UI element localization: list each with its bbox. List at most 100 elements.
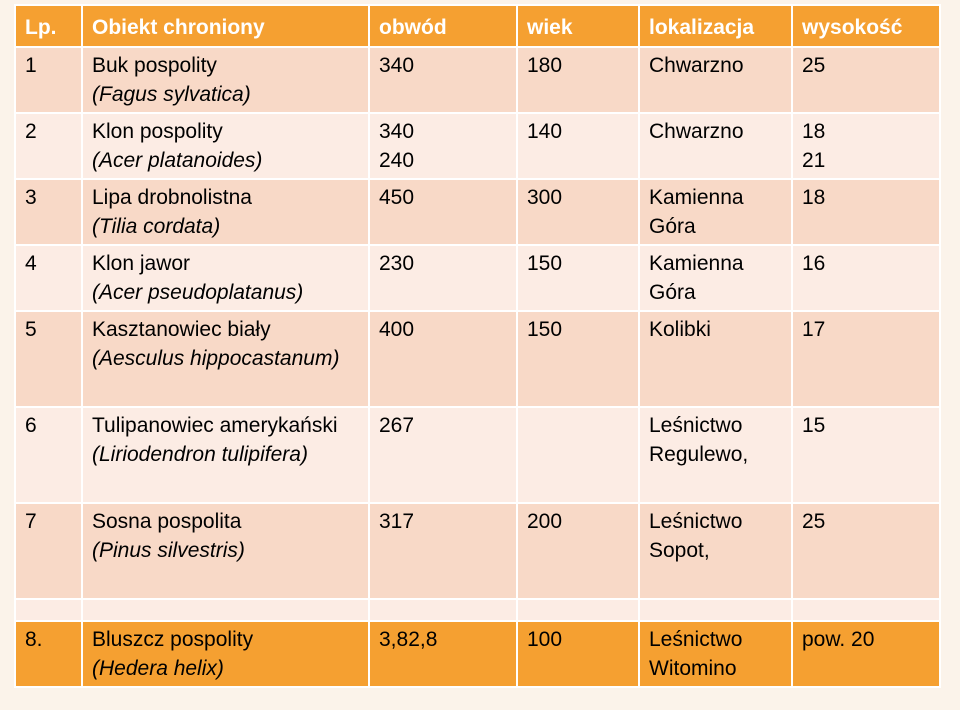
spacer-cell (516, 598, 640, 622)
cell-lp: 7 (14, 502, 83, 600)
spacer-cell (368, 598, 518, 622)
cell-lokalizacja: Kamienna Góra (638, 178, 793, 246)
table-row: 8. Bluszcz pospolity (Hedera helix) 3,82,8 1… (14, 620, 941, 688)
monuments-table: Lp. Obiekt chroniony obwód wiek lokaliza… (14, 4, 941, 688)
cell-wysokosc-line: pow. 20 (802, 628, 875, 651)
cell-wiek: 140 (516, 112, 640, 180)
table-header-row: Lp. Obiekt chroniony obwód wiek lokaliza… (14, 4, 941, 48)
cell-lokalizacja-line: Góra (649, 215, 696, 238)
cell-lokalizacja-line: Kolibki (649, 318, 711, 341)
cell-lokalizacja-line: Leśnictwo (649, 510, 743, 533)
cell-obiekt: Lipa drobnolistna (Tilia cordata) (81, 178, 370, 246)
spacer-cell (638, 598, 793, 622)
cell-wysokosc: 25 (791, 502, 941, 600)
species-latin: (Liriodendron tulipifera) (92, 443, 308, 466)
species-name: Sosna pospolita (92, 510, 242, 533)
cell-lp: 3 (14, 178, 83, 246)
cell-obwod-line: 240 (379, 149, 415, 172)
cell-lokalizacja-line: Regulewo, (649, 443, 749, 466)
cell-lokalizacja-line: Leśnictwo (649, 628, 743, 651)
cell-wiek: 200 (516, 502, 640, 600)
cell-lokalizacja: Chwarzno (638, 112, 793, 180)
cell-wysokosc-line: 17 (802, 318, 826, 341)
table-row: 4 Klon jawor (Acer pseudoplatanus) 230 150 Ka… (14, 244, 941, 312)
table-row: 6 Tulipanowiec amerykański (Liriodendron t… (14, 406, 941, 504)
cell-wysokosc-line: 15 (802, 414, 826, 437)
table-row: 2 Klon pospolity (Acer platanoides) 340 240 1… (14, 112, 941, 180)
cell-wysokosc-line: 16 (802, 252, 826, 275)
table-row: 1 Buk pospolity (Fagus sylvatica) 340 180 Chw… (14, 46, 941, 114)
species-latin: (Hedera helix) (92, 657, 224, 680)
spacer-cell (81, 598, 370, 622)
cell-lokalizacja-line: Chwarzno (649, 120, 744, 143)
cell-wysokosc: 15 (791, 406, 941, 504)
cell-wysokosc: 17 (791, 310, 941, 408)
cell-obiekt: Bluszcz pospolity (Hedera helix) (81, 620, 370, 688)
cell-lokalizacja: Kamienna Góra (638, 244, 793, 312)
table-row: 5 Kasztanowiec biały (Aesculus hippocastan… (14, 310, 941, 408)
species-name: Tulipanowiec amerykański (92, 414, 338, 437)
cell-obwod-line: 400 (379, 318, 415, 341)
species-name: Kasztanowiec biały (92, 318, 271, 341)
cell-lokalizacja-line: Kamienna (649, 252, 744, 275)
cell-wysokosc: 18 21 (791, 112, 941, 180)
cell-obiekt: Tulipanowiec amerykański (Liriodendron tu… (81, 406, 370, 504)
cell-wysokosc: 25 (791, 46, 941, 114)
cell-obwod: 267 (368, 406, 518, 504)
species-latin: (Pinus silvestris) (92, 539, 245, 562)
cell-lp: 4 (14, 244, 83, 312)
cell-obwod-line: 450 (379, 186, 415, 209)
cell-obwod-line: 3,82,8 (379, 628, 438, 651)
cell-lp: 6 (14, 406, 83, 504)
cell-obiekt: Sosna pospolita (Pinus silvestris) (81, 502, 370, 600)
cell-wiek: 100 (516, 620, 640, 688)
cell-wysokosc-line: 25 (802, 54, 826, 77)
cell-lokalizacja: Chwarzno (638, 46, 793, 114)
spacer-row (14, 598, 941, 622)
cell-wysokosc-line: 18 (802, 186, 826, 209)
cell-obiekt: Klon jawor (Acer pseudoplatanus) (81, 244, 370, 312)
cell-wysokosc-line: 25 (802, 510, 826, 533)
cell-lokalizacja: Leśnictwo Regulewo, (638, 406, 793, 504)
species-latin: (Acer pseudoplatanus) (92, 281, 304, 304)
species-latin: (Aesculus hippocastanum) (92, 347, 340, 370)
cell-obwod: 317 (368, 502, 518, 600)
table-row: 3 Lipa drobnolistna (Tilia cordata) 450 300 K… (14, 178, 941, 246)
cell-obwod: 450 (368, 178, 518, 246)
species-name: Buk pospolity (92, 54, 217, 77)
cell-obwod-line: 340 (379, 54, 415, 77)
cell-wiek: 150 (516, 310, 640, 408)
cell-lokalizacja-line: Sopot, (649, 539, 710, 562)
cell-wiek: 150 (516, 244, 640, 312)
header-obiekt: Obiekt chroniony (81, 4, 370, 48)
header-wiek: wiek (516, 4, 640, 48)
species-latin: (Tilia cordata) (92, 215, 221, 238)
cell-wysokosc: 18 (791, 178, 941, 246)
cell-obwod-line: 230 (379, 252, 415, 275)
header-obwod: obwód (368, 4, 518, 48)
spacer-cell (14, 598, 83, 622)
cell-wiek (516, 406, 640, 504)
cell-wysokosc-line: 21 (802, 149, 826, 172)
cell-lokalizacja-line: Chwarzno (649, 54, 744, 77)
species-name: Klon jawor (92, 252, 191, 275)
cell-lp: 8. (14, 620, 83, 688)
cell-obwod-line: 267 (379, 414, 415, 437)
cell-wiek: 300 (516, 178, 640, 246)
cell-wiek: 180 (516, 46, 640, 114)
cell-obwod: 3,82,8 (368, 620, 518, 688)
species-latin: (Acer platanoides) (92, 149, 263, 172)
cell-obwod-line: 317 (379, 510, 415, 533)
cell-wysokosc-line: 18 (802, 120, 826, 143)
cell-lokalizacja: Leśnictwo Witomino (638, 620, 793, 688)
cell-lokalizacja-line: Witomino (649, 657, 737, 680)
cell-lokalizacja-line: Kamienna (649, 186, 744, 209)
spacer-cell (791, 598, 941, 622)
cell-obiekt: Kasztanowiec biały (Aesculus hippocastanu… (81, 310, 370, 408)
species-name: Klon pospolity (92, 120, 223, 143)
cell-wysokosc: 16 (791, 244, 941, 312)
cell-lokalizacja-line: Leśnictwo (649, 414, 743, 437)
cell-obwod: 340 (368, 46, 518, 114)
header-lokalizacja: lokalizacja (638, 4, 793, 48)
